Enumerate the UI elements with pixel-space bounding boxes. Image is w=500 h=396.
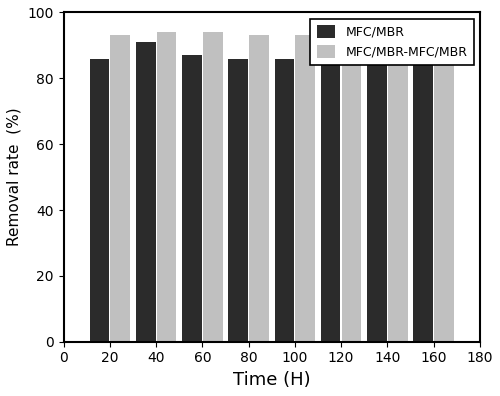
Bar [296, 36, 315, 342]
Bar [136, 42, 156, 342]
Bar [182, 55, 202, 342]
Legend: MFC/MBR, MFC/MBR-MFC/MBR: MFC/MBR, MFC/MBR-MFC/MBR [310, 19, 474, 65]
Bar [434, 39, 454, 342]
Bar [90, 59, 110, 342]
Bar [156, 32, 176, 342]
Bar [228, 59, 248, 342]
Bar [321, 59, 340, 342]
Bar [203, 32, 222, 342]
Bar [342, 40, 361, 342]
X-axis label: Time (H): Time (H) [233, 371, 310, 389]
Bar [388, 40, 407, 342]
Bar [414, 60, 433, 342]
Bar [110, 36, 130, 342]
Y-axis label: Removal rate  (%): Removal rate (%) [7, 108, 22, 246]
Bar [249, 36, 269, 342]
Bar [274, 59, 294, 342]
Bar [367, 60, 386, 342]
